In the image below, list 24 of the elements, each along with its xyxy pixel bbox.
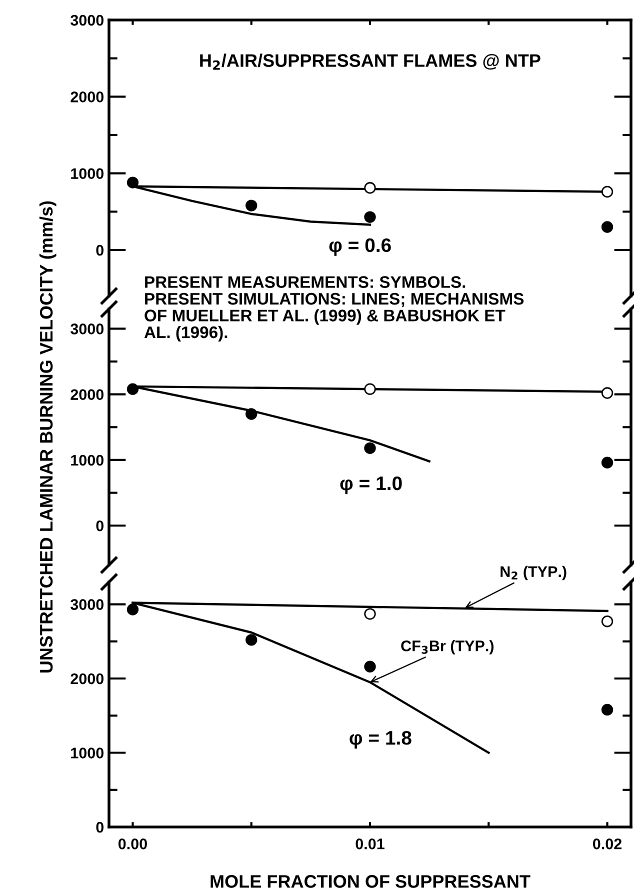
y-axis-title: UNSTRETCHED LAMINAR BURNING VELOCITY (mm/s) [39, 201, 56, 672]
y-tick-label: 3000 [70, 324, 104, 334]
y-tick-label: 1000 [71, 168, 104, 180]
y-tick-label: 0 [96, 244, 104, 256]
y-tick-label: 1000 [71, 748, 104, 758]
x-tick-label: 0.02 [593, 838, 622, 850]
y-tick-label: 3000 [70, 599, 104, 610]
x-tick-label: 0.01 [356, 838, 384, 850]
annotation: φ = 1.0 [340, 476, 402, 494]
annotation: φ = 1.8 [350, 730, 412, 749]
y-tick-label: 2000 [70, 92, 104, 102]
y-tick-label: 2000 [70, 673, 104, 684]
x-tick-label: 0.00 [118, 838, 147, 850]
annotation: φ = 0.6 [329, 238, 391, 256]
x-axis-title: MOLE FRACTION OF SUPPRESSANT [210, 875, 530, 888]
y-tick-label: 3000 [70, 14, 104, 26]
annotation: CF$_{3}$Br (TYP.) [401, 640, 494, 654]
y-tick-label: 0 [96, 822, 104, 833]
text: H$_{2}$/AIR/SUPPRESSANT FLAMES @ NTP [200, 54, 540, 70]
y-tick-label: 2000 [70, 389, 104, 400]
annotation: PRESENT MEASUREMENTS: SYMBOLS. PRESENT SIMULATIONS: LINES; MECHANISMS OF MUELLER ET AL. (1999) & BABUSHOK ET AL. (1996). [144, 276, 524, 342]
y-tick-label: 0 [96, 520, 104, 532]
y-tick-label: 1000 [71, 454, 104, 466]
annotation: N$_{2}$ (TYP.) [500, 566, 566, 580]
